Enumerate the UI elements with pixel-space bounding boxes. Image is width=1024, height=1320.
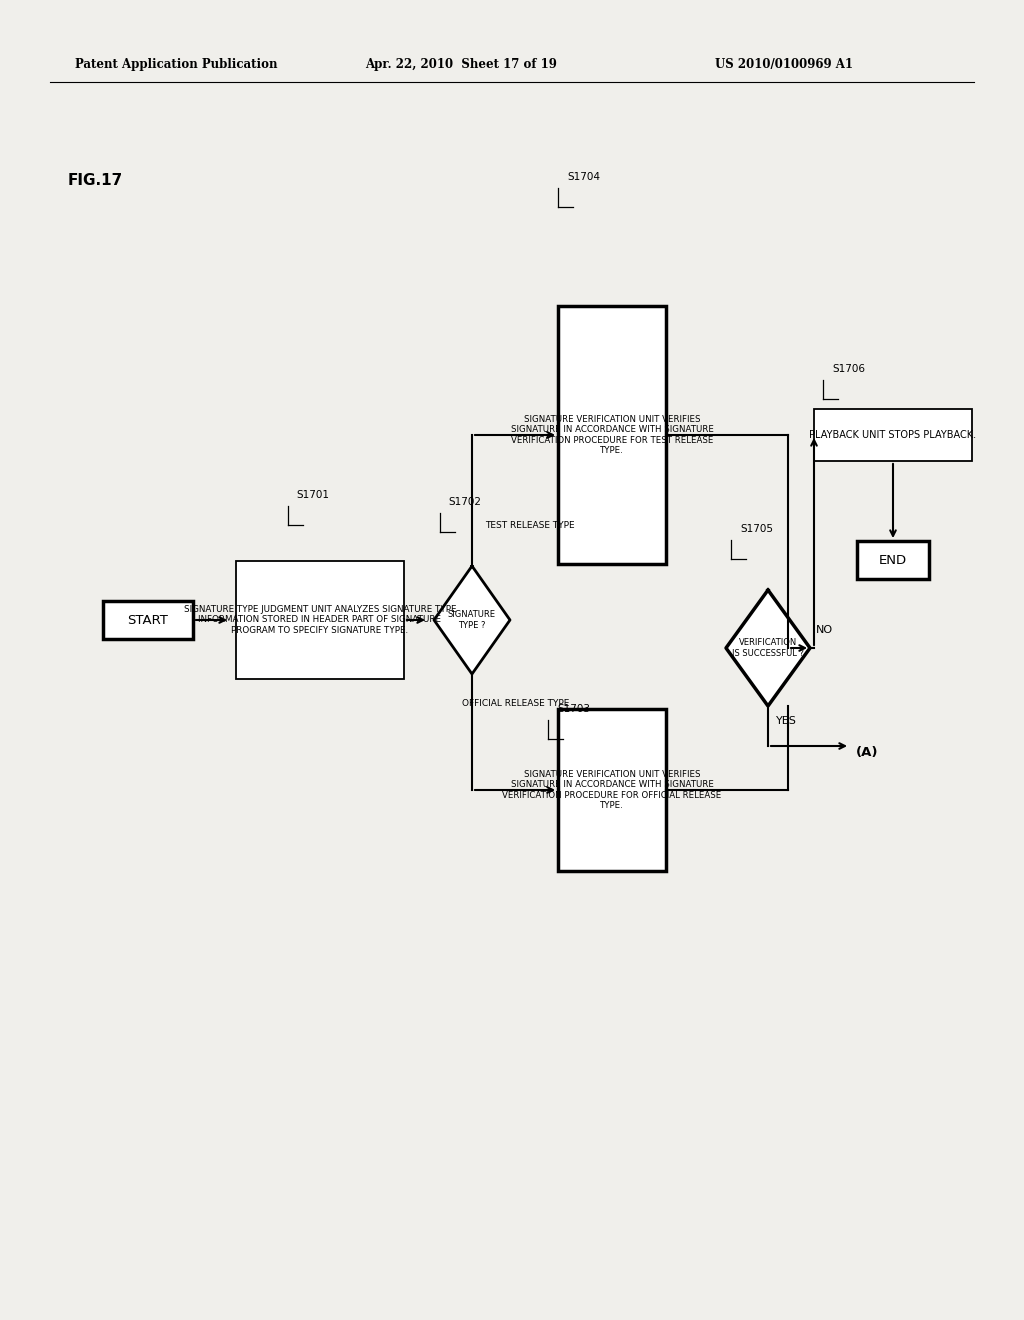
Bar — [857, 541, 929, 579]
Bar — [236, 561, 404, 678]
Text: (A): (A) — [856, 746, 879, 759]
Text: Apr. 22, 2010  Sheet 17 of 19: Apr. 22, 2010 Sheet 17 of 19 — [365, 58, 557, 71]
Bar — [558, 306, 666, 564]
Text: S1702: S1702 — [449, 498, 481, 507]
Text: SIGNATURE TYPE JUDGMENT UNIT ANALYZES SIGNATURE TYPE
INFORMATION STORED IN HEADE: SIGNATURE TYPE JUDGMENT UNIT ANALYZES SI… — [183, 605, 457, 635]
Text: FIG.17: FIG.17 — [68, 173, 123, 187]
Text: START: START — [128, 614, 168, 627]
Polygon shape — [726, 590, 810, 706]
Text: SIGNATURE
TYPE ?: SIGNATURE TYPE ? — [449, 610, 496, 630]
Text: S1706: S1706 — [831, 364, 865, 374]
Bar — [558, 709, 666, 871]
Text: VERIFICATION
IS SUCCESSFUL ?: VERIFICATION IS SUCCESSFUL ? — [732, 639, 804, 657]
Bar — [814, 409, 972, 461]
Text: NO: NO — [816, 624, 834, 635]
Text: OFFICIAL RELEASE TYPE: OFFICIAL RELEASE TYPE — [462, 700, 569, 708]
Text: TEST RELEASE TYPE: TEST RELEASE TYPE — [485, 521, 574, 531]
Text: PLAYBACK UNIT STOPS PLAYBACK.: PLAYBACK UNIT STOPS PLAYBACK. — [809, 430, 977, 440]
Text: YES: YES — [776, 715, 797, 726]
Text: SIGNATURE VERIFICATION UNIT VERIFIES
SIGNATURE IN ACCORDANCE WITH SIGNATURE
VERI: SIGNATURE VERIFICATION UNIT VERIFIES SIG… — [511, 414, 714, 455]
Text: S1703: S1703 — [557, 704, 590, 714]
Text: SIGNATURE VERIFICATION UNIT VERIFIES
SIGNATURE IN ACCORDANCE WITH SIGNATURE
VERI: SIGNATURE VERIFICATION UNIT VERIFIES SIG… — [503, 770, 722, 810]
Text: S1705: S1705 — [740, 524, 773, 535]
Text: END: END — [879, 553, 907, 566]
Text: S1701: S1701 — [296, 490, 329, 500]
Text: Patent Application Publication: Patent Application Publication — [75, 58, 278, 71]
Text: US 2010/0100969 A1: US 2010/0100969 A1 — [715, 58, 853, 71]
Text: S1704: S1704 — [567, 172, 600, 182]
Bar — [103, 601, 193, 639]
Polygon shape — [434, 566, 510, 675]
